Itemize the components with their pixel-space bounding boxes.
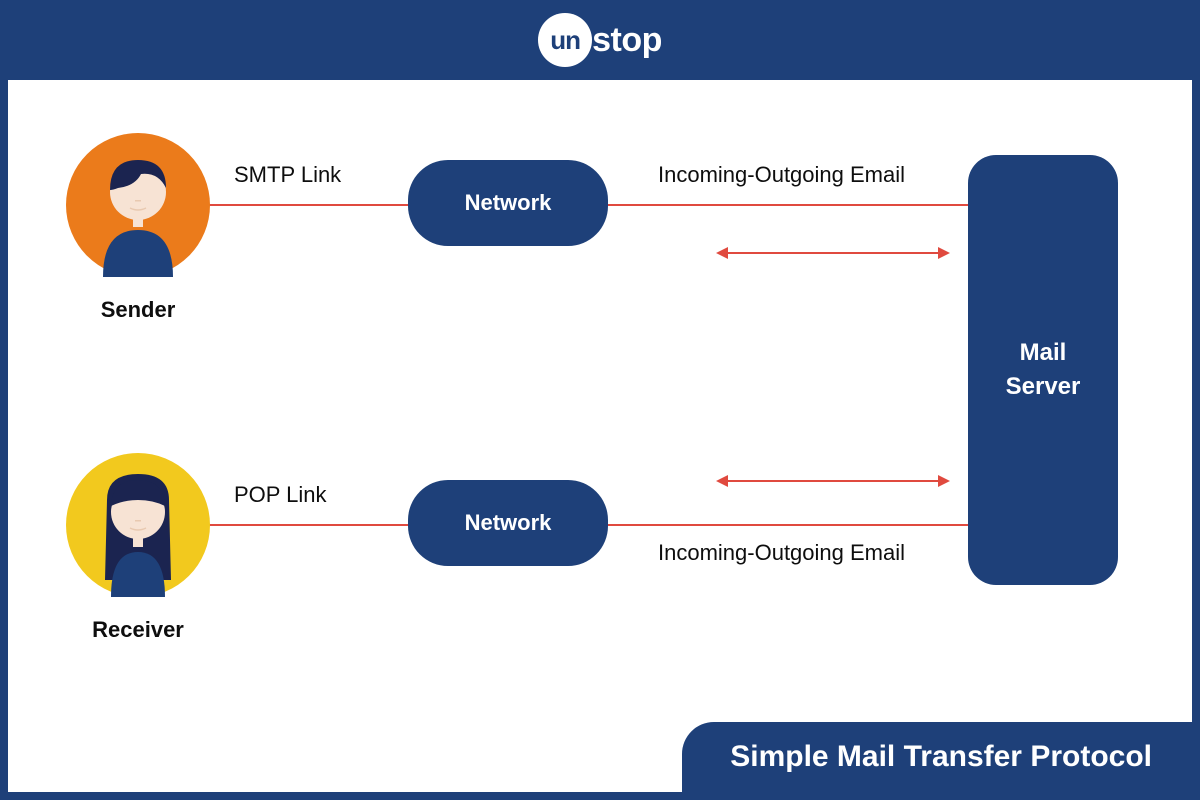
logo-part1: un — [550, 25, 580, 56]
receiver-node: Receiver — [63, 450, 213, 643]
mail-server-label: Mail Server — [1006, 336, 1081, 403]
network-node-bottom: Network — [408, 480, 608, 566]
title-text: Simple Mail Transfer Protocol — [730, 740, 1152, 773]
diagram-title: Simple Mail Transfer Protocol — [682, 722, 1192, 792]
diagram-frame: un stop Sender — [0, 0, 1200, 800]
network1-label: Network — [465, 190, 552, 216]
bidirectional-arrow-top — [718, 252, 948, 254]
receiver-network-line — [208, 524, 418, 526]
sender-node: Sender — [63, 130, 213, 323]
receiver-avatar-icon — [63, 450, 213, 600]
logo-circle: un — [538, 13, 592, 67]
sender-label: Sender — [63, 297, 213, 323]
email-label-top: Incoming-Outgoing Email — [658, 162, 905, 188]
email-label-bottom: Incoming-Outgoing Email — [658, 540, 905, 566]
network1-server-line — [603, 204, 973, 206]
network2-label: Network — [465, 510, 552, 536]
network-node-top: Network — [408, 160, 608, 246]
diagram-canvas: Sender Receiver Network Network — [8, 80, 1192, 792]
sender-network-line — [208, 204, 418, 206]
smtp-link-label: SMTP Link — [234, 162, 341, 188]
header: un stop — [0, 0, 1200, 80]
sender-avatar-icon — [63, 130, 213, 280]
logo-part2: stop — [592, 21, 662, 60]
pop-link-label: POP Link — [234, 482, 327, 508]
mail-server-node: Mail Server — [968, 155, 1118, 585]
bidirectional-arrow-bottom — [718, 480, 948, 482]
network2-server-line — [603, 524, 973, 526]
receiver-label: Receiver — [63, 617, 213, 643]
